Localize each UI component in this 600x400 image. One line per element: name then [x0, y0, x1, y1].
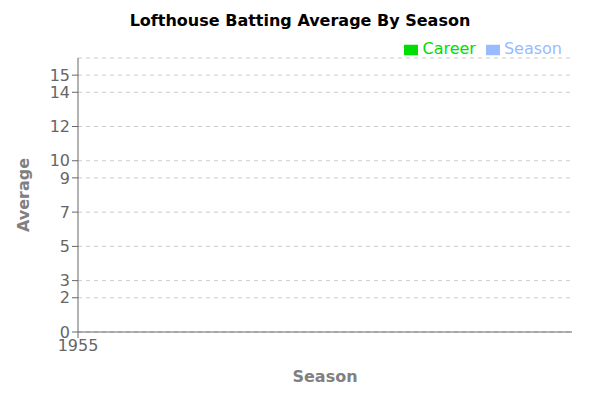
html-text:Career: Career — [422, 39, 476, 58]
html-text:Lofthouse Batting Average By S: Lofthouse Batting Average By Season — [129, 11, 471, 30]
svg-text:10: 10 — [50, 151, 70, 170]
svg-text:2: 2 — [60, 288, 70, 307]
svg-text:5: 5 — [60, 237, 70, 256]
svg-text:Average: Average — [14, 158, 33, 232]
svg-text:15: 15 — [50, 66, 70, 85]
svg-text:3: 3 — [60, 271, 70, 290]
svg-text:9: 9 — [60, 169, 70, 188]
html-text:Season: Season — [503, 39, 562, 58]
svg-text:1955: 1955 — [57, 336, 99, 356]
svg-text:0: 0 — [60, 323, 70, 342]
svg-text:14: 14 — [50, 83, 70, 102]
svg-text:Season: Season — [292, 367, 357, 386]
svg-text:12: 12 — [50, 117, 70, 136]
svg-text:7: 7 — [60, 203, 70, 222]
